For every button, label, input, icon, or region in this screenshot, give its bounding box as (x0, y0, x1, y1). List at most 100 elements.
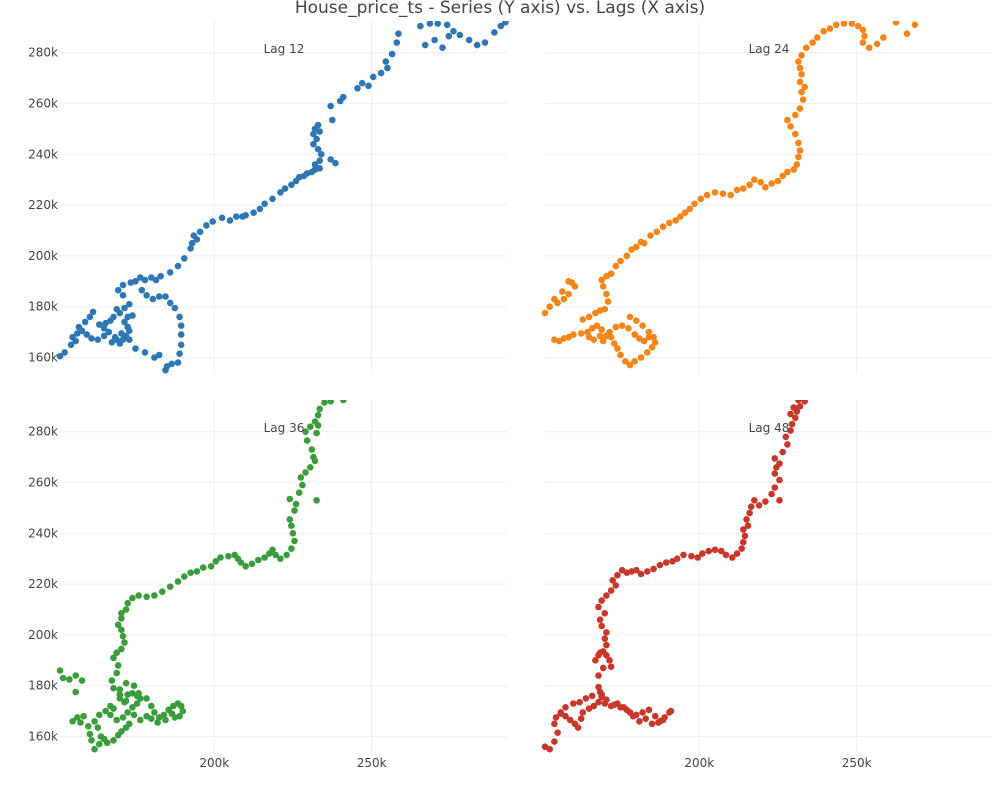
data-point (880, 34, 887, 41)
data-point (585, 333, 593, 341)
data-point (497, 22, 505, 30)
data-point (88, 335, 95, 342)
data-point (110, 737, 117, 744)
data-point (796, 78, 804, 86)
data-point (86, 730, 94, 738)
data-point (310, 130, 317, 138)
data-point (122, 697, 130, 705)
data-point (148, 702, 155, 710)
data-point (598, 597, 605, 604)
data-point (138, 286, 146, 294)
data-point (617, 351, 624, 359)
data-point (318, 151, 325, 158)
y-tick-label: 260k (28, 476, 58, 490)
data-point (171, 304, 179, 312)
data-point (666, 219, 673, 227)
data-point (686, 205, 694, 213)
y-tick-label: 180k (28, 679, 58, 693)
data-point (445, 32, 453, 40)
data-point (755, 502, 763, 509)
data-point (757, 179, 764, 186)
x-tick-label: 250k (357, 756, 387, 770)
data-point (417, 22, 424, 30)
data-point (565, 290, 572, 298)
data-point (81, 318, 89, 326)
chart-title: House_price_ts - Series (Y axis) vs. Lag… (295, 0, 705, 18)
data-point (650, 333, 657, 341)
data-point (796, 64, 804, 72)
data-point (551, 738, 558, 745)
data-point (606, 328, 613, 336)
data-point (596, 332, 604, 340)
data-point (77, 719, 84, 726)
data-point (596, 616, 604, 623)
data-point (705, 547, 712, 555)
data-point (774, 177, 782, 185)
data-point (637, 570, 645, 578)
data-point (639, 322, 646, 330)
data-point (546, 303, 553, 311)
data-point (636, 718, 643, 725)
y-tick-label: 160k (28, 350, 58, 364)
data-point (382, 58, 390, 65)
data-point (784, 168, 791, 176)
data-point (656, 561, 664, 569)
data-point (307, 423, 314, 431)
y-tick-label: 240k (28, 147, 58, 161)
data-point (865, 44, 873, 51)
data-point (796, 147, 804, 154)
data-point (747, 503, 755, 511)
data-point (118, 615, 125, 622)
y-tick-label: 200k (28, 628, 58, 642)
data-point (565, 278, 572, 285)
data-point (121, 304, 128, 312)
data-point (771, 455, 779, 462)
data-point (729, 554, 736, 561)
data-point (611, 340, 618, 347)
subplot-annotation: Lag 48 (749, 421, 790, 435)
data-point (113, 305, 120, 313)
data-point (768, 490, 775, 498)
data-point (377, 69, 385, 77)
data-point (314, 121, 322, 129)
data-point (677, 213, 684, 220)
data-point (551, 720, 558, 728)
data-point (196, 228, 204, 236)
data-point (105, 328, 113, 336)
data-point (546, 745, 553, 753)
data-point (102, 707, 109, 715)
data-point (733, 186, 741, 194)
data-point (722, 551, 730, 559)
data-point (776, 497, 783, 504)
data-point (188, 239, 196, 247)
data-point (316, 157, 324, 164)
data-point (554, 729, 561, 736)
data-point (603, 290, 610, 298)
data-point (218, 214, 226, 222)
data-point (393, 39, 401, 46)
data-point (779, 172, 786, 180)
data-point (645, 706, 653, 714)
data-point (130, 682, 138, 689)
data-point (603, 629, 610, 636)
data-point (771, 470, 779, 477)
data-point (601, 610, 609, 617)
data-point (86, 313, 94, 321)
data-point (327, 156, 335, 163)
data-point (316, 165, 324, 172)
data-point (242, 212, 249, 219)
data-point (787, 410, 794, 418)
data-point (798, 88, 805, 96)
data-point (751, 176, 758, 183)
data-point (640, 239, 648, 247)
data-point (788, 420, 796, 428)
data-point (642, 715, 649, 722)
data-point (74, 714, 81, 721)
data-point (639, 709, 646, 716)
data-point (310, 140, 317, 148)
data-point (648, 720, 656, 728)
data-point (697, 195, 705, 203)
data-point (633, 243, 640, 251)
data-point (122, 724, 130, 731)
data-point (286, 516, 294, 523)
